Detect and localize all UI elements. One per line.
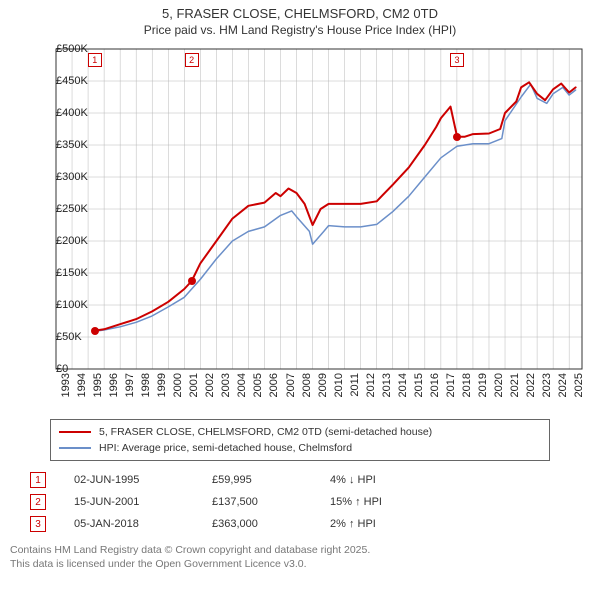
y-tick-label: £400K <box>56 107 60 119</box>
x-tick-label: 2015 <box>409 373 425 397</box>
x-tick-label: 2025 <box>569 373 585 397</box>
attribution-line: Contains HM Land Registry data © Crown c… <box>10 543 590 557</box>
x-tick-label: 2009 <box>313 373 329 397</box>
x-tick-label: 2005 <box>248 373 264 397</box>
y-tick-label: £50K <box>56 331 60 343</box>
legend-item: HPI: Average price, semi-detached house,… <box>59 440 541 456</box>
event-number-box: 2 <box>30 494 46 510</box>
event-price: £59,995 <box>212 474 302 486</box>
y-tick-label: £350K <box>56 139 60 151</box>
price-chart: £0£50K£100K£150K£200K£250K£300K£350K£400… <box>12 41 592 413</box>
x-tick-label: 2023 <box>537 373 553 397</box>
x-tick-label: 2007 <box>281 373 297 397</box>
x-tick-label: 2013 <box>377 373 393 397</box>
x-tick-label: 2022 <box>521 373 537 397</box>
chart-svg <box>12 41 592 413</box>
legend-item: 5, FRASER CLOSE, CHELMSFORD, CM2 0TD (se… <box>59 424 541 440</box>
event-date: 05-JAN-2018 <box>74 518 184 530</box>
x-tick-label: 1997 <box>120 373 136 397</box>
event-row: 2 15-JUN-2001 £137,500 15% ↑ HPI <box>30 491 600 513</box>
x-tick-label: 2018 <box>457 373 473 397</box>
event-marker-dot <box>188 277 196 285</box>
event-row: 3 05-JAN-2018 £363,000 2% ↑ HPI <box>30 513 600 535</box>
x-tick-label: 2024 <box>553 373 569 397</box>
y-tick-label: £100K <box>56 299 60 311</box>
y-tick-label: £300K <box>56 171 60 183</box>
event-number-box: 1 <box>30 472 46 488</box>
event-date: 15-JUN-2001 <box>74 496 184 508</box>
x-tick-label: 2000 <box>168 373 184 397</box>
event-date: 02-JUN-1995 <box>74 474 184 486</box>
x-tick-label: 1995 <box>88 373 104 397</box>
legend-swatch <box>59 447 91 449</box>
legend-swatch <box>59 431 91 433</box>
event-diff: 4% ↓ HPI <box>330 474 440 486</box>
event-diff: 2% ↑ HPI <box>330 518 440 530</box>
event-marker-box: 2 <box>185 53 199 67</box>
title-line-2: Price paid vs. HM Land Registry's House … <box>0 23 600 37</box>
x-tick-label: 2010 <box>329 373 345 397</box>
x-tick-label: 2011 <box>345 373 361 397</box>
x-tick-label: 1998 <box>136 373 152 397</box>
x-tick-label: 2014 <box>393 373 409 397</box>
x-tick-label: 2002 <box>200 373 216 397</box>
x-tick-label: 2006 <box>264 373 280 397</box>
x-tick-label: 2019 <box>473 373 489 397</box>
attribution: Contains HM Land Registry data © Crown c… <box>10 543 590 571</box>
legend-label: HPI: Average price, semi-detached house,… <box>99 440 352 456</box>
event-price: £363,000 <box>212 518 302 530</box>
x-tick-label: 1994 <box>72 373 88 397</box>
y-tick-label: £150K <box>56 267 60 279</box>
event-marker-box: 1 <box>88 53 102 67</box>
legend: 5, FRASER CLOSE, CHELMSFORD, CM2 0TD (se… <box>50 419 550 461</box>
x-tick-label: 1996 <box>104 373 120 397</box>
event-marker-dot <box>91 327 99 335</box>
x-tick-label: 2012 <box>361 373 377 397</box>
x-tick-label: 2001 <box>184 373 200 397</box>
attribution-line: This data is licensed under the Open Gov… <box>10 557 590 571</box>
event-diff: 15% ↑ HPI <box>330 496 440 508</box>
event-row: 1 02-JUN-1995 £59,995 4% ↓ HPI <box>30 469 600 491</box>
y-tick-label: £450K <box>56 75 60 87</box>
event-price: £137,500 <box>212 496 302 508</box>
x-tick-label: 2017 <box>441 373 457 397</box>
event-marker-box: 3 <box>450 53 464 67</box>
event-number-box: 3 <box>30 516 46 532</box>
x-tick-label: 2021 <box>505 373 521 397</box>
x-tick-label: 2003 <box>216 373 232 397</box>
event-marker-dot <box>453 133 461 141</box>
events-table: 1 02-JUN-1995 £59,995 4% ↓ HPI 2 15-JUN-2001 £… <box>30 469 600 535</box>
x-tick-label: 2008 <box>297 373 313 397</box>
y-tick-label: £200K <box>56 235 60 247</box>
legend-label: 5, FRASER CLOSE, CHELMSFORD, CM2 0TD (se… <box>99 424 432 440</box>
y-tick-label: £250K <box>56 203 60 215</box>
x-tick-label: 1993 <box>56 373 72 397</box>
y-tick-label: £500K <box>56 43 60 55</box>
title-line-1: 5, FRASER CLOSE, CHELMSFORD, CM2 0TD <box>0 6 600 21</box>
x-tick-label: 2016 <box>425 373 441 397</box>
x-tick-label: 2020 <box>489 373 505 397</box>
x-tick-label: 1999 <box>152 373 168 397</box>
x-tick-label: 2004 <box>232 373 248 397</box>
